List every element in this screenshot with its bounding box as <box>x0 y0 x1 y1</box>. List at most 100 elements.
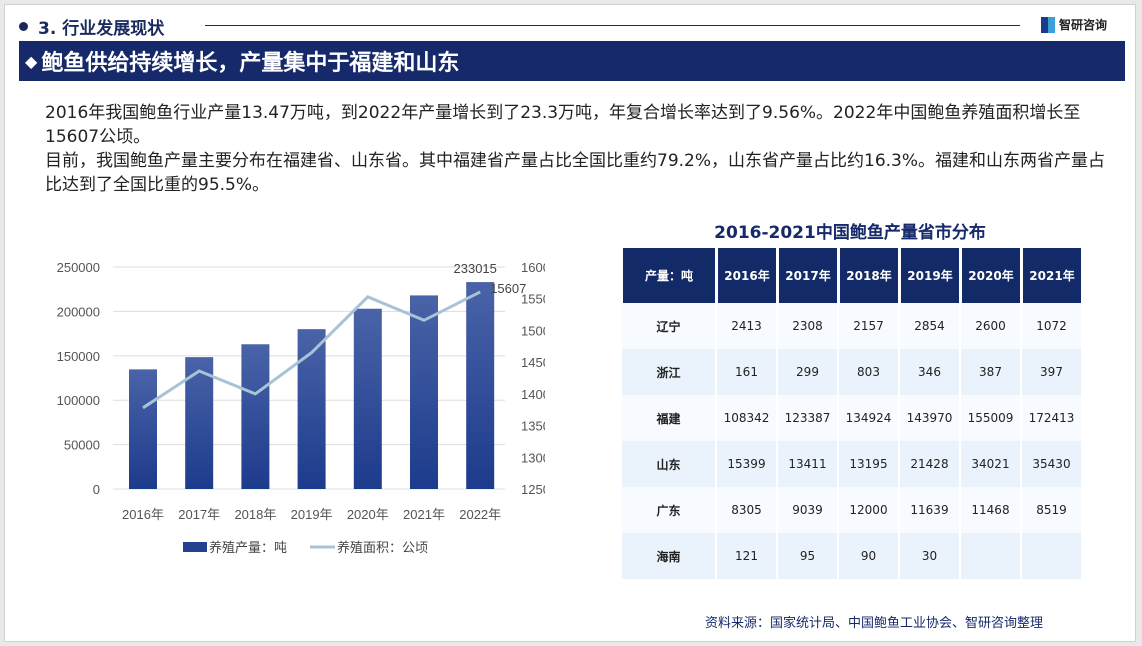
table-cell: 143970 <box>900 395 959 441</box>
right-tick-label: 15500 <box>521 292 545 307</box>
table-cell: 8305 <box>717 487 776 533</box>
x-tick-label: 2018年 <box>234 507 276 522</box>
table-cell: 30 <box>900 533 959 579</box>
paragraph: 2016年我国鲍鱼行业产量13.47万吨，到2022年产量增长到了23.3万吨，… <box>45 103 1081 147</box>
right-tick-label: 13500 <box>521 419 545 434</box>
bar <box>297 329 326 489</box>
table-cell: 299 <box>778 349 837 395</box>
logo-icon <box>1041 16 1055 33</box>
table-row: 海南 121 95 90 30 <box>622 533 1081 579</box>
source-note: 资料来源：国家统计局、中国鲍鱼工业协会、智研咨询整理 <box>705 616 1044 631</box>
bullet-icon <box>19 22 28 31</box>
slide: 3. 行业发展现状 智研咨询 ◆ 鲍鱼供给持续增长，产量集中于福建和山东 2016… <box>4 4 1136 642</box>
table-row: 浙江 161 299 803 346 387 397 <box>622 349 1081 395</box>
x-tick-label: 2022年 <box>459 507 501 522</box>
province-cell: 山东 <box>622 441 715 487</box>
table-cell <box>961 533 1020 579</box>
left-tick-label: 250000 <box>57 260 100 275</box>
diamond-icon: ◆ <box>25 51 38 71</box>
combo-chart: 0 50000 100000 150000 200000 250000 12500 13000… <box>57 260 545 555</box>
province-cell: 海南 <box>622 533 715 579</box>
production-table: 产量：吨 2016年 2017年 2018年 2019年 2020年 2021年 辽宁 2413… <box>620 248 1083 579</box>
province-cell: 辽宁 <box>622 303 715 349</box>
table-cell: 172413 <box>1022 395 1081 441</box>
left-tick-label: 100000 <box>57 393 100 408</box>
table-cell: 123387 <box>778 395 837 441</box>
divider <box>205 25 1020 26</box>
table-cell: 161 <box>717 349 776 395</box>
table-cell: 2157 <box>839 303 898 349</box>
right-tick-label: 12500 <box>521 482 545 497</box>
bar-data-label: 233015 <box>454 261 497 276</box>
table-row: 山东 15399 13411 13195 21428 34021 35430 <box>622 441 1081 487</box>
table-cell: 11639 <box>900 487 959 533</box>
x-tick-label: 2016年 <box>122 507 164 522</box>
table-cell: 108342 <box>717 395 776 441</box>
table-cell: 15399 <box>717 441 776 487</box>
legend-label: 养殖面积：公顷 <box>337 540 428 555</box>
table-row: 福建 108342 123387 134924 143970 155009 172413 <box>622 395 1081 441</box>
section-title: 3. 行业发展现状 <box>19 14 164 39</box>
x-tick-label: 2019年 <box>291 507 333 522</box>
legend-label: 养殖产量：吨 <box>209 540 287 555</box>
table-cell: 34021 <box>961 441 1020 487</box>
table-title: 2016-2021中国鲍鱼产量省市分布 <box>714 223 986 243</box>
table-cell: 21428 <box>900 441 959 487</box>
banner-title: 鲍鱼供给持续增长，产量集中于福建和山东 <box>41 51 460 76</box>
table-header: 产量：吨 2016年 2017年 2018年 2019年 2020年 2021年 <box>622 248 1081 303</box>
left-tick-label: 200000 <box>57 304 100 319</box>
table-cell: 2413 <box>717 303 776 349</box>
line-data-label: 15607 <box>490 281 526 296</box>
table-cell: 134924 <box>839 395 898 441</box>
table-cell: 1072 <box>1022 303 1081 349</box>
table-cell: 35430 <box>1022 441 1081 487</box>
left-tick-label: 0 <box>93 482 100 497</box>
table-cell: 803 <box>839 349 898 395</box>
x-tick-label: 2021年 <box>403 507 445 522</box>
left-tick-label: 50000 <box>64 438 100 453</box>
section-label: 3. 行业发展现状 <box>38 19 165 39</box>
column-header: 2021年 <box>1022 248 1081 303</box>
table-cell: 95 <box>778 533 837 579</box>
table-cell: 8519 <box>1022 487 1081 533</box>
line-series <box>142 290 481 410</box>
table-cell: 387 <box>961 349 1020 395</box>
bar <box>129 369 157 489</box>
right-tick-label: 13000 <box>521 450 545 465</box>
table-cell: 2854 <box>900 303 959 349</box>
column-header: 2020年 <box>961 248 1020 303</box>
left-tick-label: 150000 <box>57 349 100 364</box>
table-cell: 13411 <box>778 441 837 487</box>
table-cell: 346 <box>900 349 959 395</box>
table-cell: 2308 <box>778 303 837 349</box>
table-cell: 11468 <box>961 487 1020 533</box>
column-header: 2016年 <box>717 248 776 303</box>
table-cell: 90 <box>839 533 898 579</box>
column-header: 2018年 <box>839 248 898 303</box>
right-tick-label: 16000 <box>521 260 545 275</box>
paragraph: 目前，我国鲍鱼产量主要分布在福建省、山东省。其中福建省产量占比全国比重约79.2… <box>45 151 1106 195</box>
bar <box>185 357 214 489</box>
province-cell: 广东 <box>622 487 715 533</box>
bar <box>410 295 438 489</box>
column-header: 2017年 <box>778 248 837 303</box>
table-cell: 9039 <box>778 487 837 533</box>
x-tick-label: 2020年 <box>347 507 389 522</box>
table-cell: 397 <box>1022 349 1081 395</box>
right-tick-label: 14000 <box>521 387 545 402</box>
bar <box>353 308 382 489</box>
banner: ◆ 鲍鱼供给持续增长，产量集中于福建和山东 <box>19 41 1125 81</box>
table-cell <box>1022 533 1081 579</box>
table-cell: 121 <box>717 533 776 579</box>
logo: 智研咨询 <box>1041 16 1107 33</box>
bar <box>466 282 495 489</box>
table-row: 辽宁 2413 2308 2157 2854 2600 1072 <box>622 303 1081 349</box>
right-tick-label: 14500 <box>521 355 545 370</box>
logo-text: 智研咨询 <box>1059 18 1108 32</box>
table-cell: 155009 <box>961 395 1020 441</box>
table-cell: 12000 <box>839 487 898 533</box>
province-cell: 福建 <box>622 395 715 441</box>
column-header: 2019年 <box>900 248 959 303</box>
column-header: 产量：吨 <box>622 248 715 303</box>
x-tick-label: 2017年 <box>178 507 220 522</box>
